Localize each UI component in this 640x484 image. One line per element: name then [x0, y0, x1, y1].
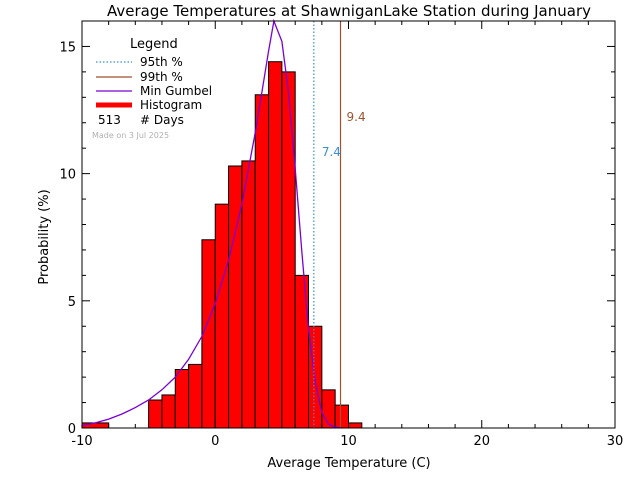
histogram-bar-17 [348, 422, 363, 429]
y-tick-label-3: 15 [59, 40, 76, 55]
legend-gumbel-label: Min Gumbel [140, 84, 212, 98]
x-tick-label-2: 10 [340, 434, 357, 449]
percentile-99-label: 9.4 [347, 110, 366, 124]
gumbel-curve [81, 18, 342, 429]
legend-days-count: 513 [98, 113, 121, 127]
histogram-bar-2 [161, 394, 176, 429]
histogram-bars [81, 61, 363, 429]
histogram-bar-1 [148, 399, 163, 429]
legend-title: Legend [130, 37, 178, 52]
y-tick-label-0: 0 [68, 422, 76, 437]
histogram-bar-13 [294, 274, 310, 429]
y-axis-label: Probability (%) [37, 189, 52, 284]
histogram-bar-15 [321, 389, 336, 429]
histogram-bar-7 [214, 203, 230, 429]
chart-title: Average Temperatures at ShawniganLake St… [107, 2, 591, 20]
legend-days-label: # Days [140, 113, 184, 127]
histogram-bar-4 [188, 363, 203, 429]
histogram-bar-12 [281, 71, 296, 429]
histogram-bar-3 [174, 368, 190, 429]
x-axis-label: Average Temperature (C) [267, 456, 430, 471]
histogram-bar-0 [81, 422, 110, 429]
histogram-bar-9 [241, 160, 256, 429]
legend-99th-label: 99th % [140, 70, 183, 84]
x-tick-label-4: 30 [607, 434, 624, 449]
legend: Legend 95th % 99th % Min Gumbel Histogra… [92, 37, 212, 140]
percentile-lines: 7.4 9.4 [313, 21, 366, 428]
histogram-bar-11 [268, 61, 283, 429]
legend-95th-label: 95th % [140, 55, 183, 69]
y-tick-label-2: 10 [59, 168, 76, 183]
legend-histogram-label: Histogram [140, 98, 202, 112]
percentile-95-label: 7.4 [322, 145, 341, 159]
histogram-bar-10 [254, 94, 270, 429]
x-tick-label-0: -10 [71, 434, 92, 449]
histogram-bar-16 [334, 404, 349, 429]
histogram-bar-6 [201, 239, 216, 429]
y-tick-label-1: 5 [68, 295, 76, 310]
x-tick-label-1: 0 [211, 434, 219, 449]
gumbel-curve-layer [81, 18, 342, 429]
x-tick-label-3: 20 [473, 434, 490, 449]
made-on-note: Made on 3 Jul 2025 [92, 131, 169, 140]
histogram-bar-8 [228, 165, 243, 429]
